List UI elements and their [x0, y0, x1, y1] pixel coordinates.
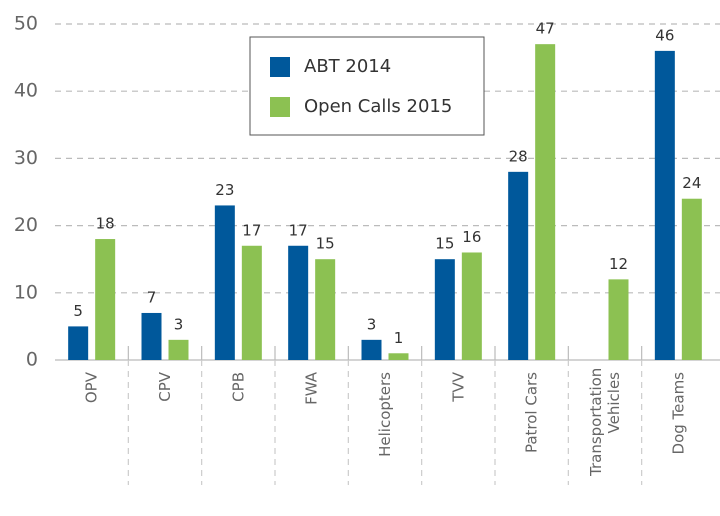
bar — [95, 239, 116, 360]
value-label: 24 — [682, 174, 701, 192]
y-tick-label: 10 — [14, 281, 38, 303]
x-tick-label: FWA — [302, 372, 321, 405]
bar — [654, 50, 675, 360]
value-label: 17 — [289, 221, 308, 239]
bar — [461, 252, 482, 360]
y-tick-label: 0 — [26, 349, 38, 371]
bar — [241, 245, 262, 360]
y-tick-label: 50 — [14, 13, 38, 35]
value-label: 18 — [96, 215, 115, 233]
x-tick-label: Helicopters — [376, 372, 394, 457]
value-label: 1 — [394, 329, 404, 347]
legend-label: ABT 2014 — [304, 56, 391, 77]
x-tick-label: CPV — [156, 372, 174, 402]
bar — [508, 171, 529, 360]
value-label: 5 — [73, 302, 83, 320]
legend-box — [249, 36, 485, 136]
value-label: 3 — [367, 315, 377, 333]
value-label: 23 — [215, 181, 234, 199]
bar — [288, 245, 309, 360]
value-label: 47 — [536, 20, 555, 38]
bar — [535, 44, 556, 360]
value-label: 15 — [316, 235, 335, 253]
value-label: 15 — [435, 235, 454, 253]
value-label: 7 — [147, 288, 157, 306]
x-tick-label: Dog Teams — [669, 372, 688, 455]
legend-swatch — [270, 97, 290, 117]
value-label: 3 — [174, 315, 184, 333]
y-tick-label: 30 — [14, 147, 38, 169]
bar — [168, 339, 189, 360]
value-label: 28 — [509, 147, 528, 165]
bar — [361, 339, 382, 360]
y-tick-label: 40 — [14, 80, 38, 102]
y-tick-label: 20 — [14, 214, 38, 236]
bar — [388, 353, 409, 360]
bar — [68, 326, 89, 360]
bar — [315, 259, 336, 360]
value-label: 16 — [462, 228, 481, 246]
value-label: 17 — [242, 221, 261, 239]
value-label: 12 — [609, 255, 628, 273]
legend-swatch — [270, 57, 290, 77]
x-tick-label: Patrol Cars — [522, 372, 541, 454]
bar — [608, 279, 629, 360]
bar — [681, 198, 702, 360]
bar — [434, 259, 455, 360]
x-tick-label: OPV — [82, 372, 101, 404]
value-label: 46 — [655, 26, 674, 44]
x-tick-label: Transportation Vehicles — [587, 367, 623, 476]
bar — [141, 312, 162, 360]
x-tick-label: CPB — [229, 372, 248, 402]
x-tick-label: TVV — [449, 372, 468, 402]
bar — [214, 205, 235, 360]
legend-label: Open Calls 2015 — [304, 96, 452, 117]
